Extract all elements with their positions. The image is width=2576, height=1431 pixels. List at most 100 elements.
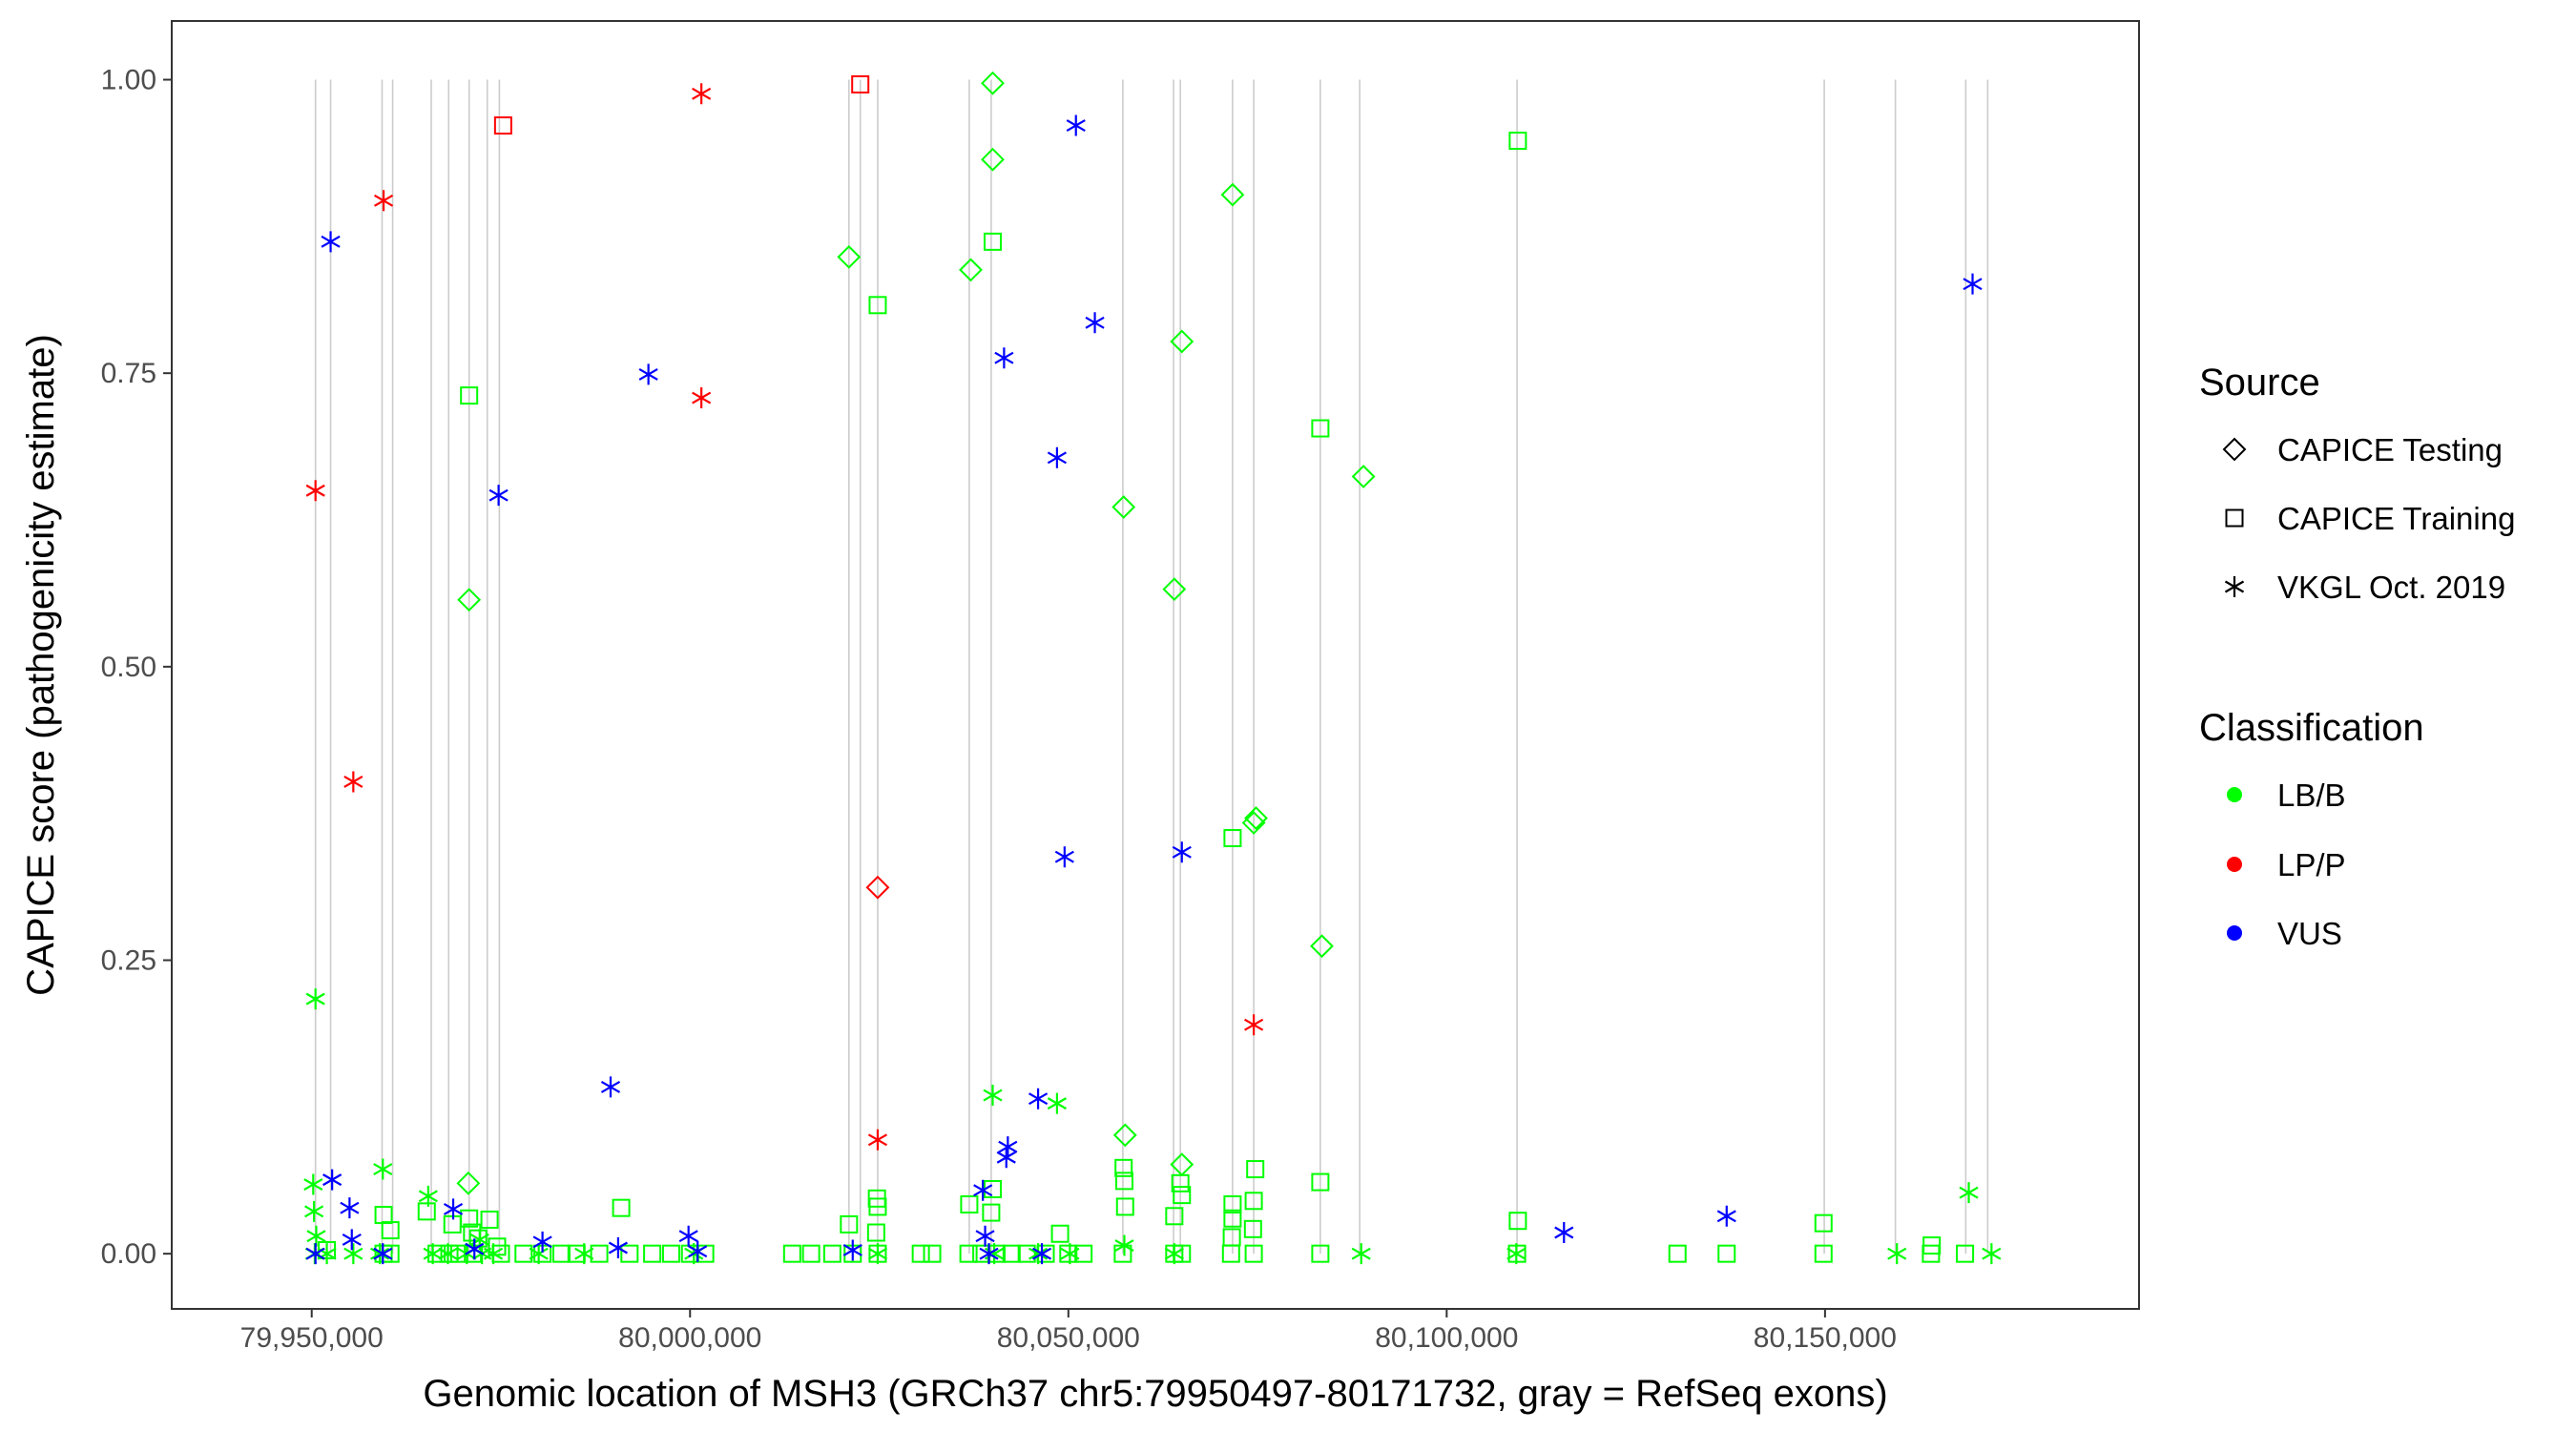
data-point: [1066, 114, 1086, 136]
data-point: [1170, 329, 1195, 354]
data-point: [1311, 1244, 1330, 1263]
legend: Source Classification CAPICE Testing CAPI…: [2199, 362, 2515, 951]
data-point: [1243, 1219, 1262, 1238]
data-point: [1982, 1243, 2002, 1265]
legend-source-label: CAPICE Training: [2277, 501, 2515, 536]
data-point: [303, 1173, 323, 1195]
data-point: [959, 1244, 978, 1263]
legend-key-dot: [2227, 857, 2242, 872]
data-point: [1814, 1244, 1833, 1263]
data-point: [1112, 1123, 1137, 1148]
data-point: [321, 231, 341, 253]
data-point: [342, 1229, 362, 1251]
legend-source-title: Source: [2199, 362, 2320, 404]
data-point: [1002, 1244, 1021, 1263]
data-point: [1311, 419, 1330, 438]
data-point: [866, 1223, 885, 1242]
data-point: [979, 1243, 999, 1265]
data-point: [440, 1244, 459, 1263]
data-point: [996, 1147, 1016, 1169]
data-point: [1311, 1172, 1330, 1192]
data-point: [822, 1244, 841, 1263]
data-point: [457, 588, 482, 612]
data-point: [678, 1225, 698, 1247]
data-point: [305, 988, 325, 1010]
data-point: [304, 1200, 324, 1222]
y-tick-label: 0.75: [101, 358, 156, 389]
data-point: [370, 1243, 390, 1265]
data-point: [1111, 495, 1136, 519]
legend-class-label: LB/B: [2277, 778, 2346, 813]
data-point: [983, 232, 1002, 251]
x-tick-label: 80,100,000: [1375, 1322, 1518, 1354]
data-point: [483, 1243, 504, 1265]
data-point: [983, 1179, 1002, 1198]
data-point: [868, 1197, 887, 1216]
data-point: [994, 347, 1014, 369]
x-axis-title: Genomic location of MSH3 (GRCh37 chr5:79…: [423, 1373, 1887, 1415]
data-point: [305, 480, 325, 502]
data-point: [1114, 1234, 1134, 1256]
legend-key-dot: [2227, 787, 2242, 802]
data-point: [1170, 1152, 1195, 1177]
data-point: [692, 83, 712, 105]
x-tick-label: 80,150,000: [1754, 1322, 1897, 1354]
data-points: [303, 71, 2002, 1265]
data-point: [998, 1136, 1018, 1158]
data-point: [1047, 1092, 1067, 1114]
data-point: [532, 1231, 552, 1253]
data-point: [381, 1221, 400, 1240]
x-tick-label: 80,000,000: [618, 1322, 761, 1354]
data-point: [1164, 1243, 1184, 1265]
series-diamond-lp-p: [865, 875, 890, 900]
data-point: [982, 1203, 1001, 1222]
y-tick-label: 0.50: [101, 652, 156, 683]
data-point: [1085, 312, 1105, 334]
data-point: [1508, 1212, 1527, 1231]
data-point: [638, 363, 658, 385]
series-asterisk-lb-b: [303, 988, 2002, 1265]
data-point: [1223, 1194, 1242, 1213]
data-point: [1047, 446, 1067, 468]
data-point: [373, 1158, 393, 1180]
data-point: [488, 485, 509, 507]
data-point: [574, 1243, 594, 1265]
data-point: [1028, 1243, 1049, 1265]
data-point: [1031, 1243, 1052, 1265]
data-point: [1814, 1213, 1833, 1233]
data-point: [782, 1244, 801, 1263]
data-point: [1223, 1209, 1242, 1228]
data-point: [1246, 1160, 1265, 1179]
data-point: [911, 1244, 930, 1263]
legend-key-asterisk: [2224, 576, 2245, 597]
data-point: [1172, 841, 1192, 863]
data-point: [865, 875, 890, 900]
data-point: [1173, 1186, 1192, 1205]
data-point: [1114, 1172, 1133, 1191]
data-point: [981, 71, 1005, 95]
data-point: [620, 1244, 639, 1263]
data-point: [1074, 1244, 1093, 1263]
data-point: [373, 1243, 393, 1265]
data-point: [423, 1243, 443, 1265]
data-point: [981, 147, 1005, 172]
data-point: [343, 771, 364, 793]
data-point: [1506, 1243, 1527, 1265]
data-point: [1115, 1197, 1134, 1216]
data-point: [343, 1243, 364, 1265]
data-point: [1351, 465, 1376, 488]
data-point: [842, 1239, 862, 1261]
data-point: [1956, 1244, 1975, 1263]
data-point: [1887, 1243, 1907, 1265]
data-point: [1959, 1182, 1979, 1204]
data-point: [1554, 1222, 1574, 1244]
data-point: [983, 1085, 1003, 1107]
data-point: [1162, 577, 1187, 602]
data-point: [975, 1225, 995, 1247]
data-point: [1223, 829, 1242, 848]
data-point: [1508, 132, 1527, 151]
data-point: [590, 1244, 609, 1263]
data-point: [959, 258, 983, 282]
data-point: [427, 1244, 447, 1263]
